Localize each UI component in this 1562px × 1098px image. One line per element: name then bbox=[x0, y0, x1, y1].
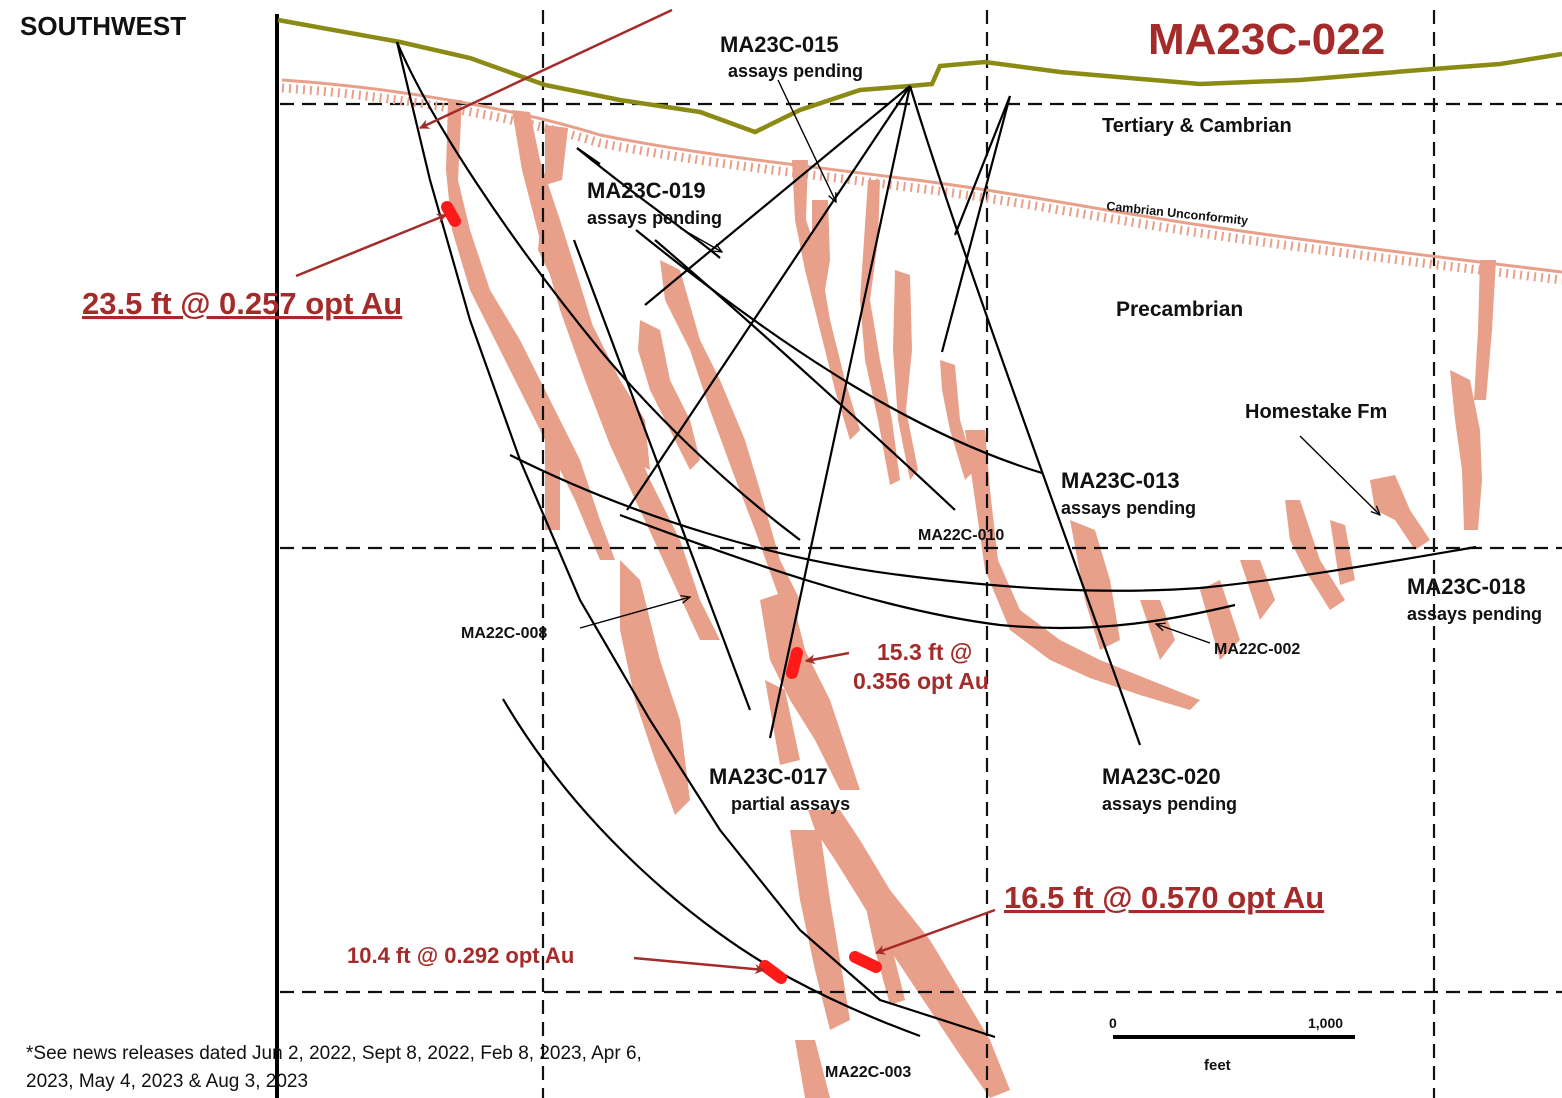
drillhole-status-ma23c-018: assays pending bbox=[1407, 604, 1542, 624]
drillhole-label-ma22c-008: MA22C-008 bbox=[461, 625, 547, 642]
direction-label: SOUTHWEST bbox=[20, 11, 186, 41]
intercept-label-2-line1: 15.3 ft @ bbox=[877, 639, 972, 665]
homestake-formation-bodies bbox=[446, 100, 1496, 1098]
drillhole-status-ma23c-019: assays pending bbox=[587, 208, 722, 228]
intercept-label-4: 10.4 ft @ 0.292 opt Au bbox=[347, 943, 574, 968]
intercept-marker-4 bbox=[759, 960, 787, 984]
drillhole-ma23c-015-b bbox=[626, 85, 911, 511]
drillhole-label-ma22c-010: MA22C-010 bbox=[918, 527, 1004, 544]
drillhole-label-ma23c-017: MA23C-017 bbox=[709, 764, 828, 789]
drillhole-ma23c-015-c bbox=[768, 85, 912, 739]
drillhole-label-ma22c-002: MA22C-002 bbox=[1214, 641, 1300, 658]
drillhole-label-ma23c-018: MA23C-018 bbox=[1407, 574, 1526, 599]
grid-lines bbox=[280, 10, 1562, 1098]
label-homestake-fm: Homestake Fm bbox=[1245, 401, 1387, 423]
scale-bar-unit: feet bbox=[1204, 1057, 1231, 1074]
gold-intercept-markers bbox=[441, 201, 882, 984]
drillhole-status-ma23c-020: assays pending bbox=[1102, 794, 1237, 814]
scale-bar-end: 1,000 bbox=[1308, 1015, 1343, 1031]
scale-bar-start: 0 bbox=[1109, 1015, 1117, 1031]
drillhole-ma23c-017 bbox=[395, 41, 996, 1039]
drillhole-label-ma23c-015: MA23C-015 bbox=[720, 32, 839, 57]
drill-hole-traces bbox=[395, 41, 1477, 1039]
drillhole-status-ma23c-017: partial assays bbox=[731, 794, 850, 814]
label-cambrian-unconformity: Cambrian Unconformity bbox=[1106, 199, 1249, 228]
cambrian-unconformity-line bbox=[281, 78, 1562, 285]
section-title: MA23C-022 bbox=[1148, 15, 1385, 64]
intercept-marker-1 bbox=[441, 201, 461, 227]
drillhole-ma22c-010 bbox=[654, 239, 956, 511]
drillhole-label-ma23c-013: MA23C-013 bbox=[1061, 468, 1180, 493]
annotation-arrows bbox=[295, 8, 1380, 975]
drillhole-ma23c-021-upper bbox=[576, 147, 721, 259]
drillhole-ma22c-008 bbox=[509, 454, 1477, 592]
intercept-label-3: 16.5 ft @ 0.570 opt Au bbox=[1004, 880, 1324, 915]
drillhole-label-ma22c-003: MA22C-003 bbox=[825, 1064, 911, 1081]
drillhole-ma22c-002 bbox=[619, 513, 1236, 630]
intercept-label-2-line2: 0.356 opt Au bbox=[853, 668, 989, 694]
drillhole-ma23c-015-d bbox=[908, 85, 1142, 746]
drillhole-status-ma23c-013: assays pending bbox=[1061, 498, 1196, 518]
label-tertiary-cambrian: Tertiary & Cambrian bbox=[1102, 115, 1292, 137]
drillhole-ma23c-015-f bbox=[953, 95, 1012, 236]
intercept-label-1: 23.5 ft @ 0.257 opt Au bbox=[82, 286, 402, 321]
drillhole-ma23c-019 bbox=[572, 239, 752, 711]
drillhole-ma23c-015-e bbox=[940, 95, 1012, 353]
drillhole-label-ma23c-019: MA23C-019 bbox=[587, 178, 706, 203]
drillhole-label-ma23c-020: MA23C-020 bbox=[1102, 764, 1221, 789]
drillhole-ma22c-003 bbox=[502, 698, 921, 1038]
scale-bar: 0 1,000 feet bbox=[1109, 1015, 1355, 1074]
footnote: *See news releases dated Jun 2, 2022, Se… bbox=[26, 1043, 642, 1092]
intercept-marker-2 bbox=[786, 647, 803, 679]
drillhole-ma23c-013 bbox=[635, 229, 1043, 475]
intercept-marker-3 bbox=[849, 951, 882, 973]
label-precambrian: Precambrian bbox=[1116, 298, 1243, 321]
drillhole-status-ma23c-015: assays pending bbox=[728, 61, 863, 81]
